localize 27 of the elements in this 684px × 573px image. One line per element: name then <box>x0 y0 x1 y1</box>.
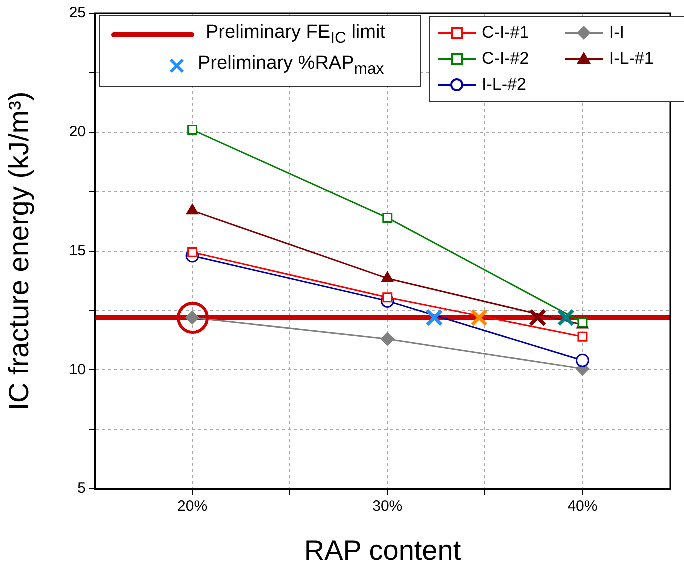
point <box>576 354 590 368</box>
legend-label: I-I <box>609 23 625 43</box>
point <box>557 309 575 327</box>
y-tick-label: 15 <box>69 242 86 260</box>
y-tick-label: 10 <box>69 361 86 378</box>
point <box>382 212 393 223</box>
legend-label: I-L-#2 <box>482 75 526 95</box>
legend-label: C-I-#1 <box>482 23 530 43</box>
x-axis-title: RAP content <box>304 534 462 566</box>
legend-label: I-L-#1 <box>609 49 654 69</box>
y-tick-label: 20 <box>69 124 86 141</box>
point <box>382 272 394 282</box>
point <box>470 309 488 327</box>
point <box>186 204 198 215</box>
x-tick-label: 20% <box>178 498 208 516</box>
point <box>380 332 394 346</box>
point <box>578 332 588 342</box>
x-tick-label: 30% <box>372 498 403 516</box>
y-tick-label: 5 <box>78 480 86 498</box>
legend-label: Preliminary %RAP$_{max}$ <box>198 53 384 79</box>
legend-label: Preliminary FE$_{IC}$ limit <box>206 22 386 48</box>
point <box>188 125 198 135</box>
point <box>426 309 444 327</box>
y-tick-label: 25 <box>69 4 86 22</box>
x-tick-label: 40% <box>568 498 598 516</box>
legend-label: C-I-#2 <box>482 49 530 69</box>
y-axis-title: IC fracture energy (kJ/m³) <box>4 92 35 411</box>
